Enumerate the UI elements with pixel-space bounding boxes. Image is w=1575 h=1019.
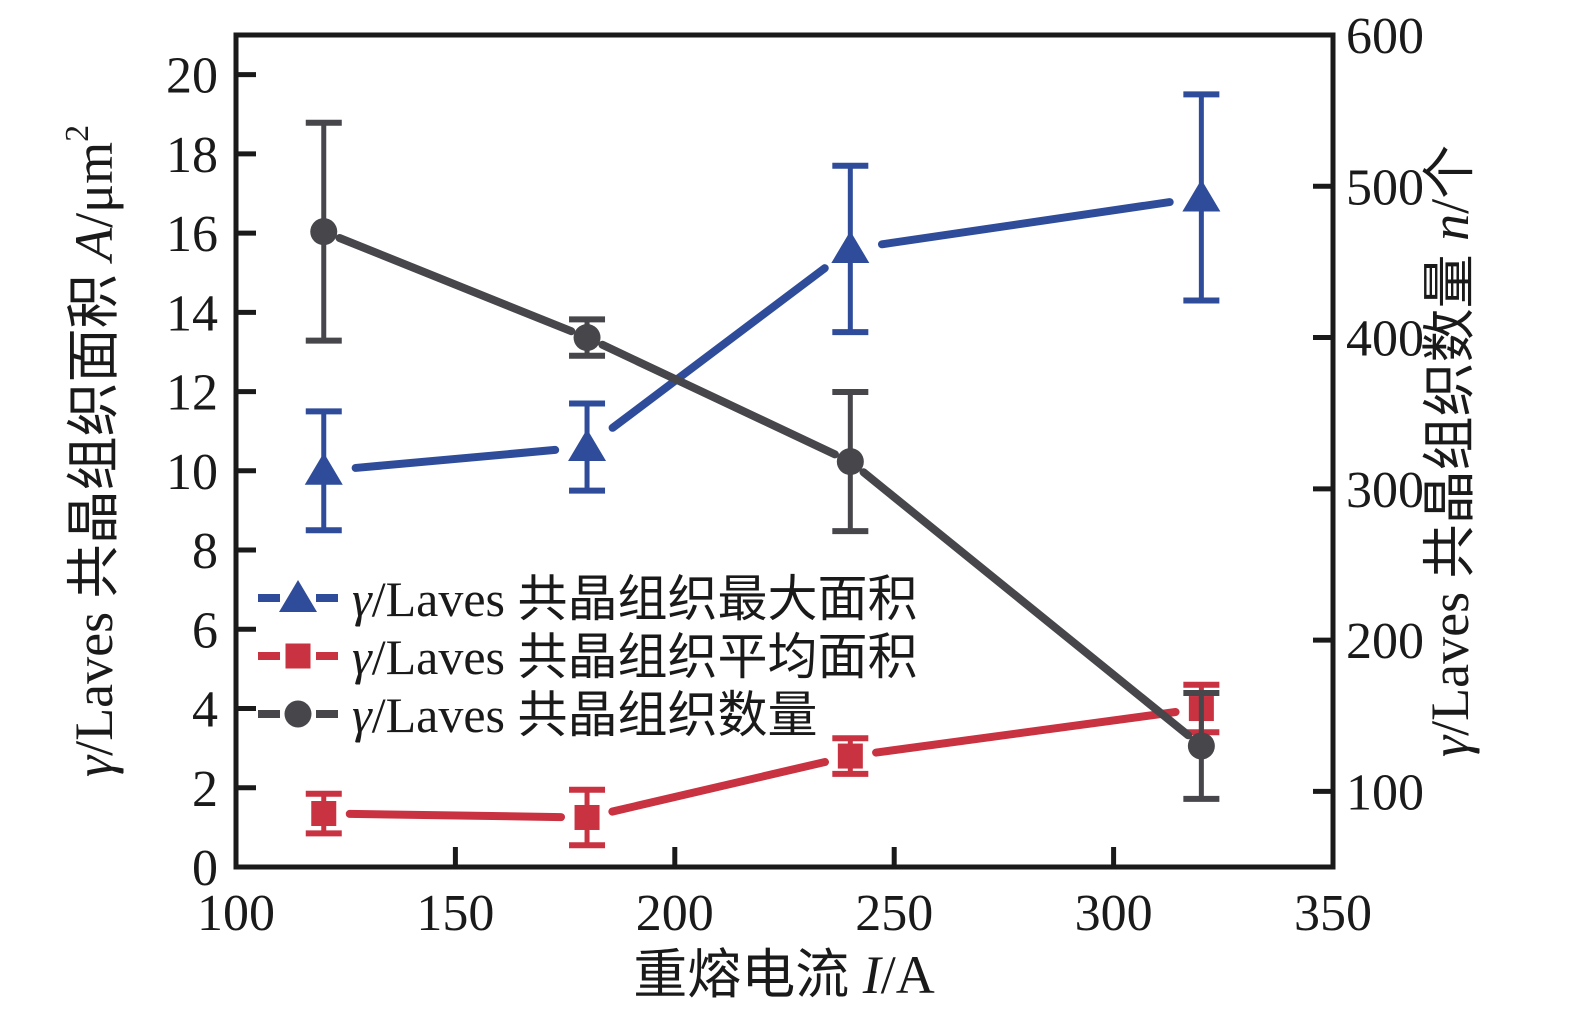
series-count-segment [598,340,839,459]
series-count-marker [573,324,601,352]
y-left-tick-label: 10 [166,444,218,501]
series-avg_area [305,681,1220,849]
y-right-axis-title: γ/Laves 共晶组织数量 n/个 [1420,145,1480,757]
y-left-tick-label: 18 [166,127,218,184]
y-left-tick-label: 8 [192,523,218,580]
series-count-segment [859,468,1193,740]
y-right-tick-label: 300 [1346,462,1424,519]
y-left-axis-title: γ/Laves 共晶组织面积 A/μm2 [59,125,124,777]
legend-label-count: γ/Laves 共晶组织数量 [352,687,817,743]
y-left-tick-label: 12 [166,365,218,422]
series-max_area-marker [568,429,607,462]
series-avg_area-marker [311,801,337,827]
y-right-tick-label: 500 [1346,159,1424,216]
y-left-tick-label: 4 [192,682,218,739]
x-axis-tick-label: 300 [1075,885,1153,942]
y-right-tick-label: 400 [1346,311,1424,368]
series-max_area-marker [831,230,870,263]
legend-item-avg_area: γ/Laves 共晶组织平均面积 [258,629,917,685]
series-avg_area-marker [574,804,600,830]
y-left-tick-label: 20 [166,48,218,105]
y-left-tick-label: 2 [192,761,218,818]
series-avg_area-segment [345,809,566,822]
legend-marker-circle [284,700,312,728]
legend-item-count: γ/Laves 共晶组织数量 [258,687,817,743]
y-right-tick-label: 600 [1346,8,1424,65]
x-axis-tick-label: 350 [1294,885,1372,942]
y-left-axis: 0 2 4 6 8 10 12 14 16 18 20 [166,48,256,897]
series-count [305,119,1220,802]
x-axis-title: 重熔电流 I/A [633,945,934,1005]
series-max_area-marker [304,452,343,485]
series-max_area-segment [877,198,1174,249]
series-count-marker [310,218,338,246]
legend-label-avg_area: γ/Laves 共晶组织平均面积 [352,629,917,685]
y-right-tick-label: 200 [1346,613,1424,670]
series-avg_area-segment [872,708,1180,757]
series-max_area-segment [351,445,560,472]
x-axis-tick-label: 200 [636,885,714,942]
y-left-tick-label: 6 [192,602,218,659]
legend-marker-square [285,643,311,669]
legend-label-max_area: γ/Laves 共晶组织最大面积 [352,571,917,627]
series-count-marker [836,448,864,476]
x-axis-tick-label: 150 [416,885,494,942]
x-axis-tick-label: 250 [855,885,933,942]
legend-marker-triangle [279,580,317,612]
x-axis: 100 150 200 250 300 350 [197,847,1372,942]
y-left-tick-label: 14 [166,285,218,342]
y-right-tick-label: 100 [1346,764,1424,821]
y-right-axis: 100 200 300 400 500 600 [1313,8,1424,821]
y-left-tick-label: 16 [166,206,218,263]
x-axis-tick-label: 100 [197,885,275,942]
y-left-tick-label: 0 [192,840,218,897]
legend-item-max_area: γ/Laves 共晶组织最大面积 [258,571,917,627]
series-max_area [304,91,1221,534]
series-max_area-marker [1182,179,1221,212]
plot-frame [233,32,1336,870]
series-avg_area-marker [837,743,863,769]
series-max_area-segment [608,264,829,432]
series-avg_area-segment [608,757,829,816]
series-count-marker [1187,732,1215,760]
series-count-segment [335,233,576,336]
